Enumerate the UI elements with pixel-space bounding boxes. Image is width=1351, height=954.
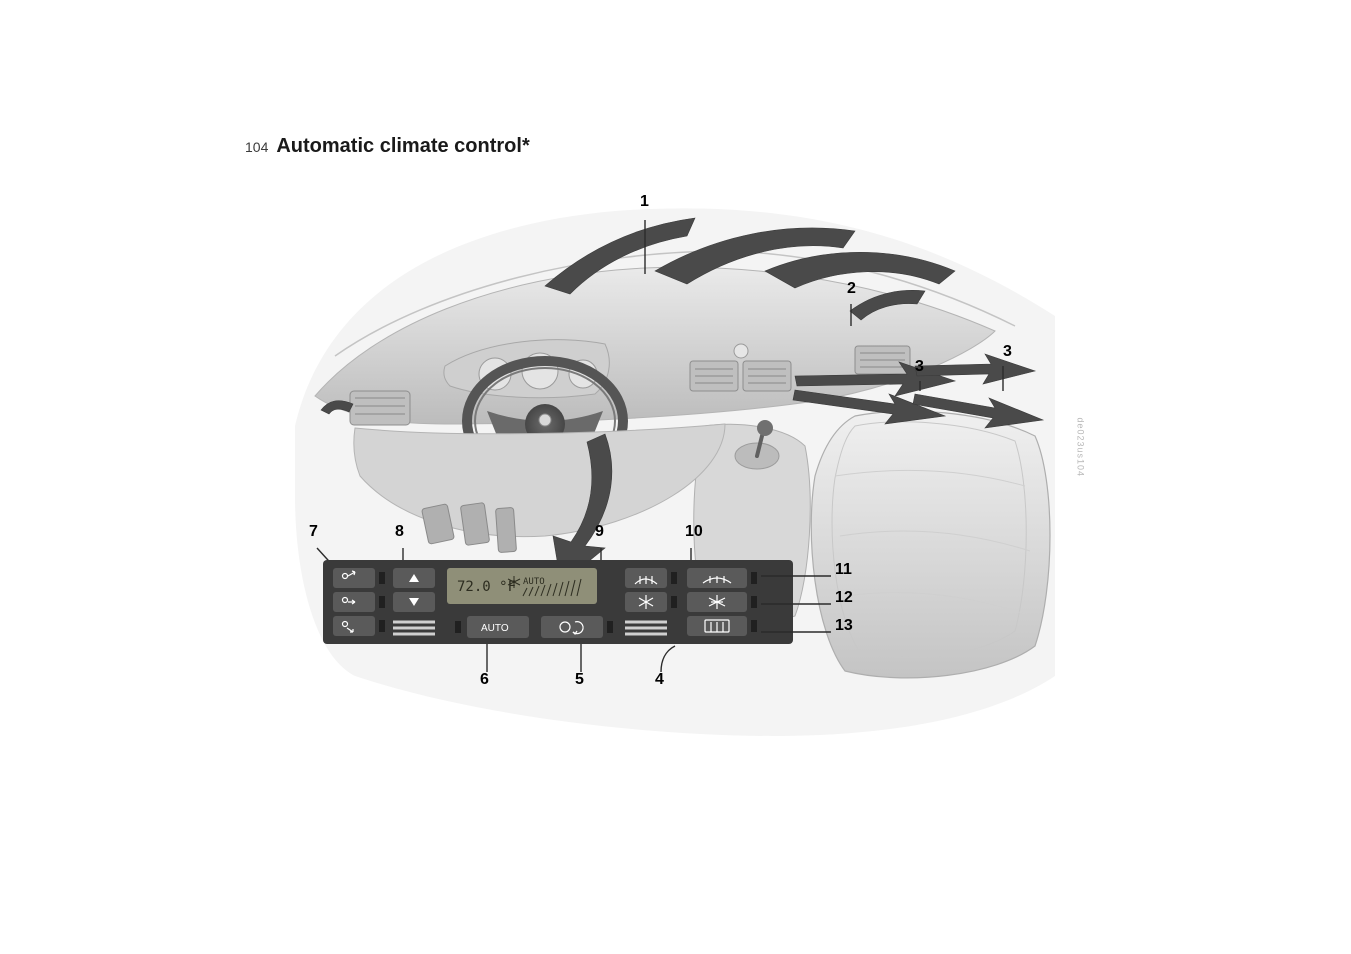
callout-4: 4	[655, 671, 664, 688]
side-caption: de023us104	[1076, 417, 1086, 477]
page-header: 104 Automatic climate control*	[245, 135, 1105, 158]
auto-button-label: AUTO	[481, 623, 509, 634]
callout-5: 5	[575, 671, 584, 688]
side-vent-right	[855, 346, 910, 374]
callout-3: 3	[915, 358, 924, 375]
manual-page: 104 Automatic climate control*	[245, 135, 1105, 815]
callout-7: 7	[309, 523, 318, 540]
side-vent-left	[350, 391, 410, 425]
page-number: 104	[245, 139, 268, 155]
panel-display-mode: AUTO	[523, 577, 545, 587]
callout-12: 12	[835, 589, 853, 606]
front-seat	[811, 411, 1050, 678]
callout-9: 9	[595, 523, 604, 540]
callout-6: 6	[480, 671, 489, 688]
diagram-svg: 72.0 °F AUTO	[295, 176, 1055, 746]
callout-13: 13	[835, 617, 853, 634]
page-title: Automatic climate control*	[276, 135, 529, 158]
panel-display-temp: 72.0 °F	[457, 579, 516, 595]
callout-2: 2	[847, 280, 856, 297]
climate-panel: 72.0 °F AUTO	[323, 560, 793, 644]
callout-10: 10	[685, 523, 703, 540]
callout-8: 8	[395, 523, 404, 540]
callout-3b: 3	[1003, 343, 1012, 360]
interior-diagram: 72.0 °F AUTO	[295, 176, 1055, 746]
callout-1: 1	[640, 193, 649, 210]
recirc-button	[541, 616, 603, 638]
callout-11: 11	[835, 561, 852, 578]
